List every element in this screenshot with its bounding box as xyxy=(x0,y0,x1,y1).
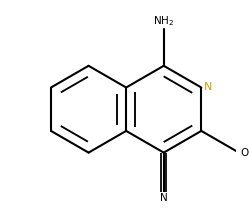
Text: NH$_2$: NH$_2$ xyxy=(153,14,174,28)
Text: N: N xyxy=(160,193,168,203)
Text: O: O xyxy=(240,148,248,158)
Text: N: N xyxy=(204,81,212,92)
